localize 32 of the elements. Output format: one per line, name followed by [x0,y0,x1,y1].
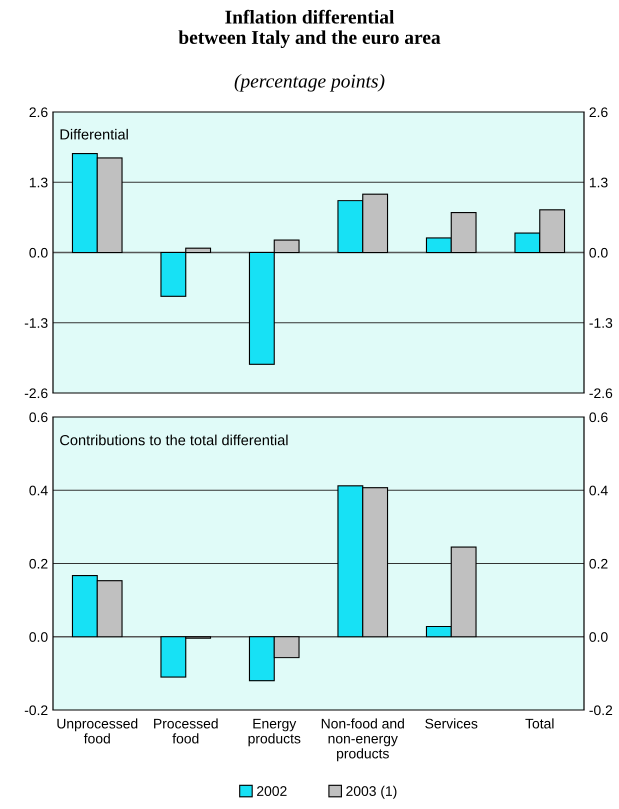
y-tick-label: 0.0 [29,248,48,258]
y2-tick-label: -1.3 [589,318,612,328]
legend-label: 2002 [257,786,287,796]
chart-subtitle: (percentage points) [234,74,384,92]
y2-tick-label: 2.6 [590,107,608,118]
y-tick-label: 0.6 [29,412,48,422]
x-tick-label: Non-food and non-energy products [322,718,404,762]
chart-title: Inflation differential between Italy and the euro area [178,10,440,48]
y-tick-label: -1.3 [24,318,48,328]
y2-tick-label: 0.6 [589,412,608,422]
y-tick-label: 0.2 [29,558,48,569]
y2-tick-label: 0.4 [589,486,608,496]
y2-tick-label: -2.6 [589,388,612,398]
y-tick-label: 0.0 [29,632,48,642]
y2-tick-label: 1.3 [590,178,608,188]
y-tick-label: 0.4 [29,486,48,496]
annotation: Contributions to the total differential [60,434,288,446]
x-tick-label: Processed food [154,718,218,744]
y-tick-label: 2.6 [30,107,48,118]
y-tick-label: -0.2 [24,705,48,716]
annotation: Differential [60,128,128,140]
x-tick-label: Total [525,718,554,729]
y2-tick-label: 0.0 [589,632,608,642]
y-tick-label: -2.6 [24,388,48,398]
y2-tick-label: 0.0 [589,248,608,258]
legend-label: 2003 (1) [346,786,396,799]
y2-tick-label: 0.2 [589,558,608,569]
y2-tick-label: -0.2 [589,705,612,716]
x-tick-label: Energy products [248,718,300,746]
y-tick-label: 1.3 [30,178,48,188]
x-tick-label: Services [425,718,478,729]
x-tick-label: Unprocessed food [57,718,138,744]
